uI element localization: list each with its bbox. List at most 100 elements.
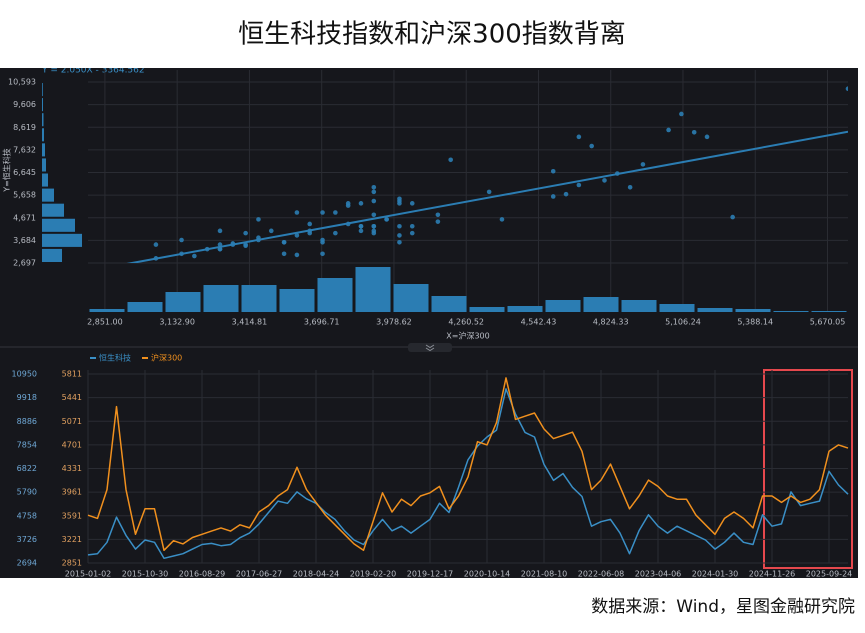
scatter-point <box>307 230 313 236</box>
x-tick-label: 3,978.62 <box>376 318 412 327</box>
histogram-bar <box>697 308 733 312</box>
scatter-point <box>243 242 248 247</box>
x-tick-label: 2021-08-10 <box>521 570 568 579</box>
scatter-plot <box>126 86 848 263</box>
scatter-point <box>563 191 569 197</box>
histogram-bar <box>583 297 619 312</box>
y-tick-label: 6822 <box>17 464 37 473</box>
histogram-bar <box>317 278 353 312</box>
scatter-point <box>179 237 184 243</box>
scatter-point <box>397 240 402 245</box>
scatter-point <box>640 162 646 167</box>
scatter-point <box>371 189 377 195</box>
y2-tick-label: 5071 <box>62 417 82 426</box>
scatter-point <box>358 228 364 234</box>
scatter-point <box>666 127 671 133</box>
x-tick-label: 2020-10-14 <box>464 570 511 579</box>
x-tick-label: 2019-02-20 <box>350 570 397 579</box>
y2-tick-label: 4331 <box>62 464 82 473</box>
histogram-bar <box>42 158 46 172</box>
histogram-bar <box>42 98 43 112</box>
scatter-point <box>589 143 594 149</box>
y-tick-label: 7854 <box>17 440 37 449</box>
scatter-point <box>435 212 441 218</box>
histogram-bar <box>735 309 771 312</box>
scatter-point <box>294 210 300 215</box>
scatter-point <box>358 223 364 229</box>
x-tick-label: 5,670.05 <box>810 318 846 327</box>
chevron <box>425 347 435 352</box>
scatter-point <box>256 217 261 222</box>
histogram-bar <box>42 188 54 202</box>
scatter-point <box>384 217 389 222</box>
y-tick-label: 2694 <box>17 559 37 568</box>
histogram-bar <box>42 248 62 262</box>
scatter-point <box>243 230 248 236</box>
scatter-point <box>153 242 159 247</box>
x-tick-label: 3,132.90 <box>159 318 195 327</box>
scatter-point <box>294 233 300 238</box>
x-tick-label: 2017-06-27 <box>236 570 283 579</box>
y2-tick-label: 3961 <box>62 488 82 497</box>
series-line <box>87 388 849 560</box>
y-tick-label: 4758 <box>17 511 37 520</box>
scatter-point <box>409 201 415 206</box>
y2-tick-label: 4701 <box>62 440 82 449</box>
scatter-point <box>486 189 492 195</box>
scatter-point <box>845 86 848 92</box>
x-tick-label: 4,824.33 <box>593 318 629 327</box>
scatter-point <box>268 228 274 234</box>
y-tick-label: 5790 <box>17 488 37 497</box>
scatter-point <box>409 230 415 236</box>
x-tick-label: 2018-04-24 <box>293 570 340 579</box>
scatter-point <box>307 221 313 227</box>
scatter-point <box>192 253 197 259</box>
source-note: 数据来源：Wind，星图金融研究院 <box>591 597 855 617</box>
trendline-label: Y = 2.050X - 3364.562 <box>41 66 145 76</box>
x-axis-label: X=沪深300 <box>446 331 489 341</box>
histogram-bar <box>165 292 201 312</box>
histogram-bar <box>507 306 543 312</box>
scatter-point <box>576 182 582 188</box>
histogram-bar <box>773 311 809 312</box>
page-title: 恒生科技指数和沪深300指数背离 <box>238 20 626 50</box>
histogram-bar <box>431 296 467 312</box>
histogram-bar <box>621 300 657 312</box>
y2-tick-label: 2851 <box>62 559 82 568</box>
scatter-point <box>679 111 684 117</box>
x-tick-label: 4,260.52 <box>448 318 484 327</box>
x-tick-label: 2,851.00 <box>87 318 123 327</box>
histogram-bar <box>203 285 239 312</box>
scatter-point <box>371 184 377 190</box>
y-axis-label: Y=恒生科技 <box>2 148 12 193</box>
histogram-bar <box>42 218 75 232</box>
histogram-bar <box>469 307 505 312</box>
y-tick-label: 2,697 <box>13 259 36 268</box>
histogram-bar <box>42 233 82 247</box>
y-tick-label: 9,606 <box>13 100 36 109</box>
histogram-bar <box>393 284 429 312</box>
scatter-point <box>576 134 582 140</box>
legend-label: 沪深300 <box>151 353 182 363</box>
x-tick-label: 2015-01-02 <box>65 570 112 579</box>
scatter-point <box>448 157 453 163</box>
x-tick-label: 2024-01-30 <box>692 570 739 579</box>
scatter-point <box>397 223 402 229</box>
y-tick-label: 7,632 <box>13 145 36 154</box>
x-tick-label: 2016-08-29 <box>179 570 226 579</box>
trendline <box>126 130 848 263</box>
scatter-point <box>409 223 415 229</box>
x-tick-label: 2025-09-24 <box>806 570 853 579</box>
x-tick-label: 4,542.43 <box>521 318 557 327</box>
histogram-bar <box>42 203 64 217</box>
y2-tick-label: 5441 <box>62 393 82 402</box>
scatter-point <box>281 251 287 257</box>
scatter-point <box>704 134 710 140</box>
scatter-point <box>371 230 377 236</box>
histogram-bar <box>42 143 45 157</box>
scatter-point <box>333 230 338 236</box>
histogram-bar <box>42 83 43 97</box>
scatter-point <box>345 203 351 208</box>
scatter-point <box>294 252 300 258</box>
